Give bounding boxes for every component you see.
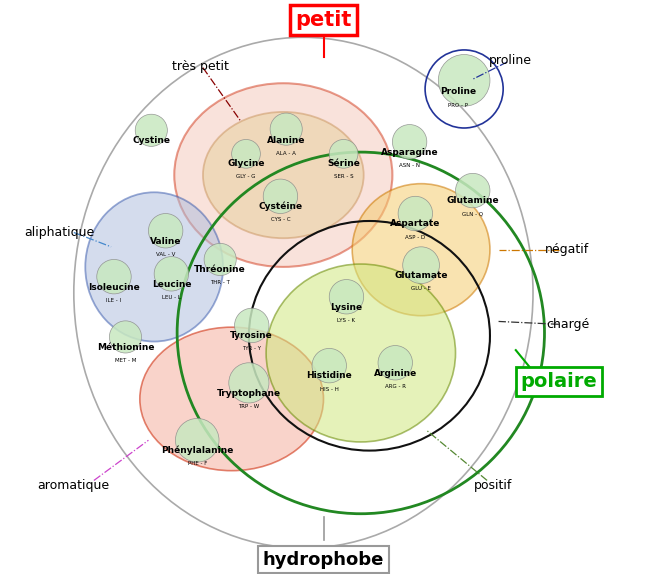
Text: chargé: chargé: [546, 318, 589, 331]
Text: hydrophobe: hydrophobe: [263, 550, 384, 569]
Ellipse shape: [85, 192, 223, 342]
Text: petit: petit: [295, 10, 352, 30]
Circle shape: [234, 308, 269, 343]
Circle shape: [148, 214, 183, 248]
Text: aliphatique: aliphatique: [25, 226, 94, 239]
Text: Proline: Proline: [441, 87, 476, 96]
Circle shape: [398, 196, 433, 231]
Circle shape: [97, 259, 131, 294]
Text: Tryptophane: Tryptophane: [217, 389, 281, 398]
Circle shape: [329, 139, 358, 168]
Text: polaire: polaire: [520, 372, 597, 391]
Text: Cystine: Cystine: [132, 136, 170, 145]
Text: Thréonine: Thréonine: [194, 265, 246, 274]
Text: Cystéine: Cystéine: [258, 202, 303, 211]
Circle shape: [378, 346, 413, 380]
Circle shape: [392, 125, 427, 159]
Text: Histidine: Histidine: [307, 371, 352, 381]
Text: GLU - E: GLU - E: [411, 286, 431, 291]
Text: CYS - C: CYS - C: [270, 218, 291, 222]
Text: aromatique: aromatique: [38, 479, 110, 491]
Text: Glutamate: Glutamate: [394, 271, 448, 280]
Ellipse shape: [266, 264, 455, 442]
Circle shape: [232, 139, 260, 168]
Circle shape: [329, 280, 364, 314]
Text: Alanine: Alanine: [267, 136, 305, 145]
Circle shape: [270, 113, 302, 145]
Text: Isoleucine: Isoleucine: [88, 282, 140, 292]
Text: Glycine: Glycine: [227, 159, 265, 168]
Text: MET - M: MET - M: [115, 358, 136, 363]
Text: GLN - Q: GLN - Q: [462, 212, 483, 216]
Text: Lysine: Lysine: [331, 302, 362, 312]
Text: PRO - P: PRO - P: [448, 103, 468, 107]
Text: ILE - I: ILE - I: [106, 298, 122, 302]
Text: Phénylalanine: Phénylalanine: [161, 446, 234, 455]
Text: Arginine: Arginine: [373, 369, 417, 378]
Text: SER - S: SER - S: [334, 174, 353, 179]
Text: ASP - D: ASP - D: [405, 235, 426, 239]
Circle shape: [402, 247, 439, 284]
Ellipse shape: [174, 83, 392, 267]
Text: très petit: très petit: [171, 60, 228, 72]
Text: ARG - R: ARG - R: [385, 384, 406, 389]
Circle shape: [438, 55, 490, 106]
Text: ASN - N: ASN - N: [399, 163, 420, 168]
Text: TYR - Y: TYR - Y: [242, 347, 261, 351]
Text: Glutamine: Glutamine: [446, 196, 499, 205]
Text: positif: positif: [474, 479, 512, 491]
Text: proline: proline: [488, 54, 532, 67]
Text: Méthionine: Méthionine: [96, 343, 154, 352]
Circle shape: [312, 348, 346, 383]
Circle shape: [455, 173, 490, 208]
Text: THR - T: THR - T: [210, 281, 230, 285]
Text: GLY - G: GLY - G: [236, 174, 256, 179]
Ellipse shape: [140, 327, 324, 471]
Text: LEU - L: LEU - L: [162, 295, 181, 300]
Text: Aspartate: Aspartate: [390, 219, 441, 228]
Text: Leucine: Leucine: [151, 280, 191, 289]
Circle shape: [135, 114, 168, 146]
Text: TRP - W: TRP - W: [238, 404, 259, 409]
Text: VAL - V: VAL - V: [156, 252, 175, 257]
Text: LYS - K: LYS - K: [338, 318, 355, 323]
Text: négatif: négatif: [545, 243, 589, 256]
Circle shape: [204, 243, 236, 276]
Text: HIS - H: HIS - H: [320, 387, 338, 391]
Circle shape: [109, 321, 142, 353]
Ellipse shape: [352, 184, 490, 316]
Text: ALA - A: ALA - A: [276, 152, 296, 156]
Circle shape: [263, 179, 298, 214]
Circle shape: [175, 418, 219, 462]
Text: Asparagine: Asparagine: [381, 148, 439, 157]
Text: Sérine: Sérine: [327, 159, 360, 168]
Text: PHE - F: PHE - F: [188, 461, 207, 466]
Text: Tyrosine: Tyrosine: [230, 331, 273, 340]
Text: Valine: Valine: [150, 236, 181, 246]
Circle shape: [154, 257, 189, 291]
Circle shape: [229, 363, 269, 403]
Ellipse shape: [203, 112, 364, 238]
